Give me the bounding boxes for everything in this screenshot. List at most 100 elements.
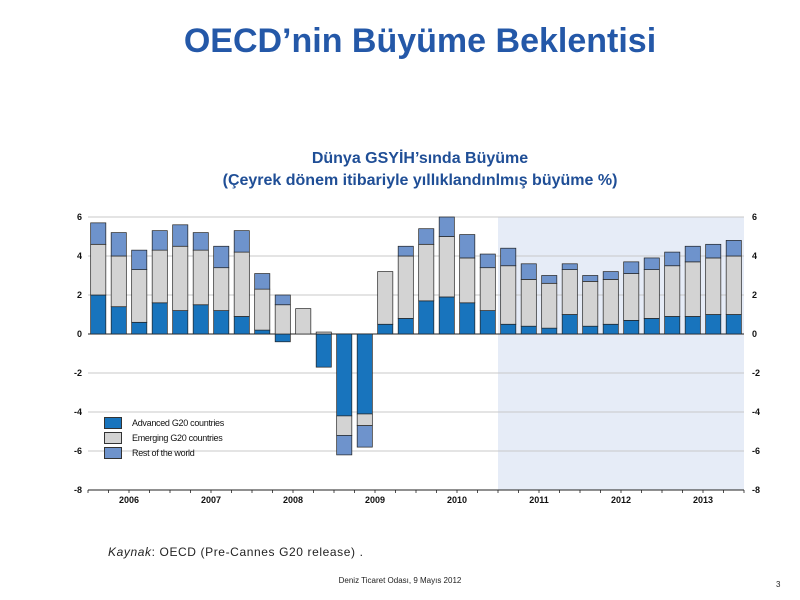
bar-advanced xyxy=(479,310,496,335)
x-year-label: 2013 xyxy=(693,495,713,505)
legend-label-rest: Rest of the world xyxy=(132,447,195,458)
bar-rest xyxy=(233,230,250,253)
bar-advanced xyxy=(623,320,640,335)
bar-rest xyxy=(500,247,517,267)
y-tick-label-right: 6 xyxy=(752,212,757,222)
y-tick-label-right: -4 xyxy=(752,407,760,417)
bar-emerging xyxy=(623,273,640,321)
bar-advanced xyxy=(602,323,619,335)
chart-legend: Advanced G20 countries Emerging G20 coun… xyxy=(104,415,224,460)
bar-advanced xyxy=(151,302,168,335)
chart-title-block: Dünya GSYİH’sında Büyüme (Çeyrek dönem i… xyxy=(0,148,800,192)
legend-swatch-rest xyxy=(104,446,122,459)
y-tick-label-right: -8 xyxy=(752,485,760,495)
y-tick-label-right: -6 xyxy=(752,446,760,456)
source-text: : OECD (Pre-Cannes G20 release) . xyxy=(151,545,364,559)
legend-item-emerging: Emerging G20 countries xyxy=(104,430,224,445)
legend-label-emerging: Emerging G20 countries xyxy=(132,432,223,443)
bar-emerging xyxy=(377,271,394,325)
bar-rest xyxy=(541,275,558,284)
bar-emerging xyxy=(664,265,681,317)
bar-emerging xyxy=(500,265,517,325)
bar-emerging xyxy=(582,281,599,327)
bar-rest xyxy=(192,232,209,251)
bar-rest xyxy=(151,230,168,251)
bar-rest xyxy=(356,425,373,448)
x-year-label: 2010 xyxy=(447,495,467,505)
bar-emerging xyxy=(213,267,230,311)
bar-rest xyxy=(213,245,230,269)
bar-emerging xyxy=(520,279,537,327)
bar-rest xyxy=(725,240,742,257)
bar-advanced xyxy=(131,321,148,335)
bar-emerging xyxy=(418,243,435,302)
bar-advanced xyxy=(110,306,127,335)
bar-emerging xyxy=(151,249,168,304)
bar-rest xyxy=(582,275,599,282)
bar-emerging xyxy=(336,415,353,436)
bar-advanced xyxy=(725,314,742,335)
bar-emerging xyxy=(295,308,312,335)
bar-advanced xyxy=(213,310,230,335)
bar-rest xyxy=(479,253,496,269)
bar-emerging xyxy=(356,413,373,427)
source-label: Kaynak xyxy=(108,545,152,559)
bar-advanced xyxy=(397,318,414,335)
x-year-label: 2011 xyxy=(529,495,549,505)
bar-emerging xyxy=(459,257,476,304)
bar-rest xyxy=(438,216,455,237)
y-tick-label-left: -6 xyxy=(74,446,82,456)
bar-rest xyxy=(664,251,681,267)
bar-rest xyxy=(684,245,701,263)
bar-rest xyxy=(90,222,107,245)
bar-emerging xyxy=(561,269,578,315)
y-tick-label-left: 6 xyxy=(77,212,82,222)
forecast-band xyxy=(498,217,744,490)
bar-advanced xyxy=(356,333,373,415)
bar-emerging xyxy=(274,304,291,335)
bar-advanced xyxy=(418,300,435,335)
bar-rest xyxy=(397,245,414,257)
bar-emerging xyxy=(541,282,558,329)
x-year-label: 2009 xyxy=(365,495,385,505)
bar-rest xyxy=(254,273,271,290)
bar-advanced xyxy=(582,325,599,335)
bar-emerging xyxy=(131,269,148,323)
legend-swatch-emerging xyxy=(104,431,122,444)
bar-advanced xyxy=(254,329,271,335)
page-number: 3 xyxy=(776,580,781,589)
x-year-label: 2008 xyxy=(283,495,303,505)
bar-emerging xyxy=(438,236,455,298)
bar-emerging xyxy=(725,255,742,315)
bar-advanced xyxy=(315,333,332,368)
bar-advanced xyxy=(520,325,537,335)
y-tick-label-right: -2 xyxy=(752,368,760,378)
bar-emerging xyxy=(192,249,209,306)
bar-emerging xyxy=(254,288,271,331)
chart-title: Dünya GSYİH’sında Büyüme xyxy=(311,150,529,167)
y-tick-label-left: 2 xyxy=(77,290,82,300)
bar-advanced xyxy=(643,318,660,335)
bar-emerging xyxy=(643,269,660,319)
legend-item-rest: Rest of the world xyxy=(104,445,224,460)
footer-text: Deniz Ticaret Odası, 9 Mayıs 2012 xyxy=(338,576,462,585)
bar-rest xyxy=(459,234,476,259)
bar-advanced xyxy=(274,333,291,343)
bar-rest xyxy=(274,294,291,306)
y-tick-label-right: 4 xyxy=(752,251,757,261)
bar-rest xyxy=(561,263,578,270)
bar-advanced xyxy=(664,316,681,335)
bar-advanced xyxy=(172,310,189,335)
bar-rest xyxy=(705,243,722,259)
bar-rest xyxy=(418,228,435,245)
bar-emerging xyxy=(684,261,701,317)
x-year-label: 2012 xyxy=(611,495,631,505)
source-note: Kaynak: OECD (Pre-Cannes G20 release) . xyxy=(108,545,364,559)
y-tick-label-right: 2 xyxy=(752,290,757,300)
bar-advanced xyxy=(377,323,394,335)
y-tick-label-left: -4 xyxy=(74,407,82,417)
bar-advanced xyxy=(90,294,107,335)
bar-rest xyxy=(172,224,189,247)
bar-advanced xyxy=(541,327,558,335)
